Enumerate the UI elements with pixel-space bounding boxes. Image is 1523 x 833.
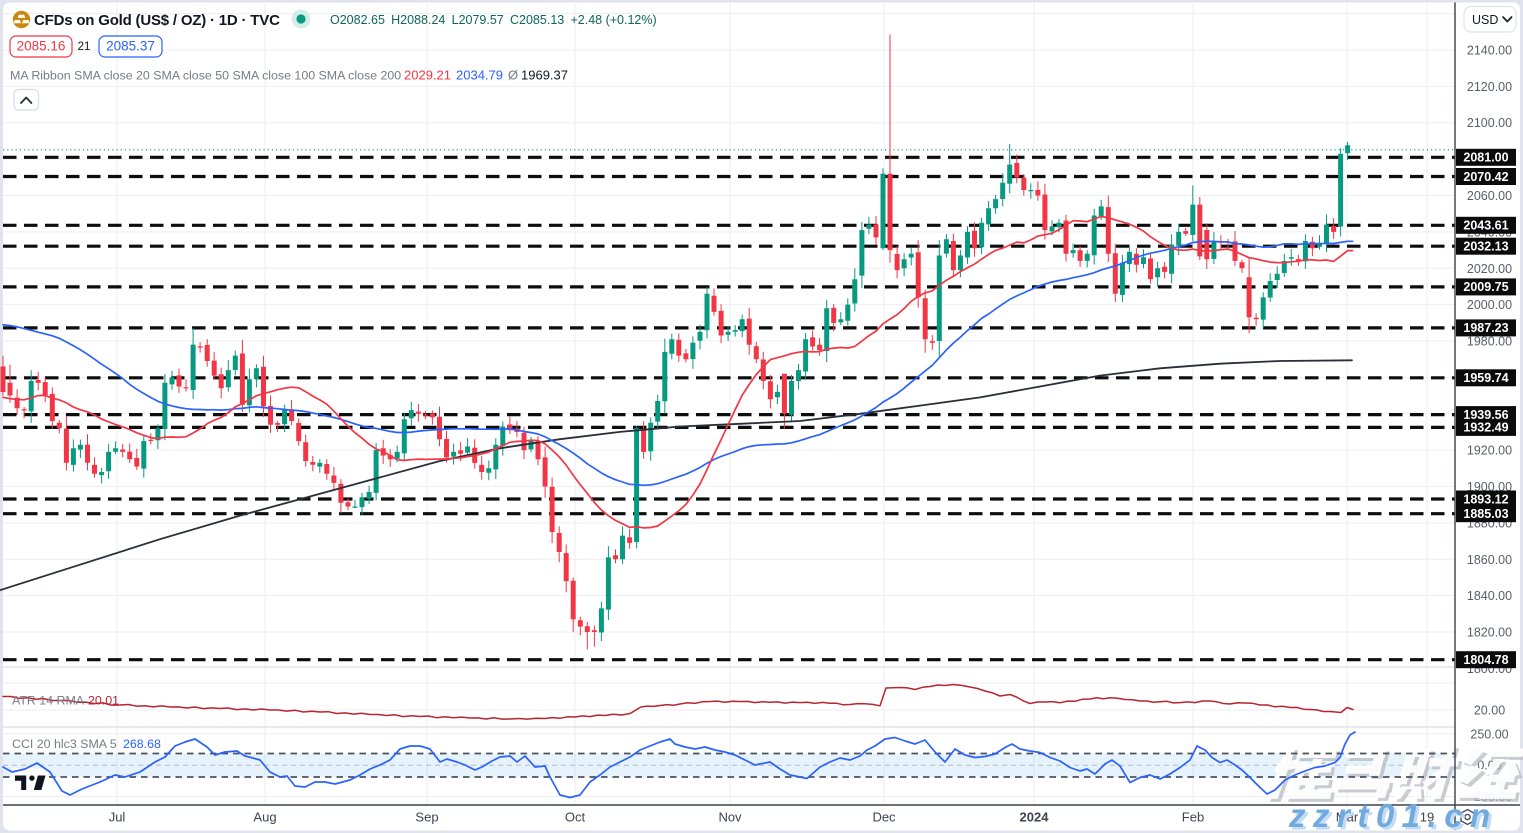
svg-text:Feb: Feb <box>1182 810 1204 825</box>
svg-text:1987.23: 1987.23 <box>1463 321 1508 335</box>
svg-text:MA Ribbon SMA close 20 SMA clo: MA Ribbon SMA close 20 SMA close 50 SMA … <box>10 69 401 83</box>
svg-text:2034.79: 2034.79 <box>456 68 503 83</box>
svg-text:USD: USD <box>1472 13 1498 27</box>
svg-text:O2082.65 H2088.24 L2079.57 C20: O2082.65 H2088.24 L2079.57 C2085.13 +2.4… <box>330 13 657 27</box>
svg-text:1885.03: 1885.03 <box>1463 507 1508 521</box>
svg-text:2000.00: 2000.00 <box>1467 298 1512 312</box>
svg-text:2120.00: 2120.00 <box>1467 80 1512 94</box>
svg-text:Sep: Sep <box>415 810 438 825</box>
svg-text:268.68: 268.68 <box>123 737 161 751</box>
svg-text:1980.00: 1980.00 <box>1467 335 1512 349</box>
svg-text:2085.16: 2085.16 <box>17 39 66 54</box>
svg-text:CCI 20 hlc3 SMA 5: CCI 20 hlc3 SMA 5 <box>12 737 117 751</box>
svg-text:2020.00: 2020.00 <box>1467 262 1512 276</box>
svg-text:2140.00: 2140.00 <box>1467 44 1512 58</box>
svg-text:2081.00: 2081.00 <box>1463 151 1508 165</box>
svg-text:2032.13: 2032.13 <box>1463 240 1508 254</box>
svg-text:21: 21 <box>78 41 91 53</box>
svg-text:19: 19 <box>1420 810 1434 825</box>
svg-text:2070.42: 2070.42 <box>1463 170 1508 184</box>
svg-text:Jul: Jul <box>109 810 126 825</box>
svg-text:1820.00: 1820.00 <box>1467 626 1512 640</box>
svg-text:2009.75: 2009.75 <box>1463 280 1508 294</box>
svg-text:Mar: Mar <box>1336 810 1359 825</box>
svg-text:2043.61: 2043.61 <box>1463 219 1508 233</box>
svg-text:2029.21: 2029.21 <box>404 68 451 83</box>
svg-text:1804.78: 1804.78 <box>1463 653 1508 667</box>
svg-text:1939.56: 1939.56 <box>1463 408 1508 422</box>
svg-text:Oct: Oct <box>565 810 586 825</box>
svg-text:zzrt01.cn: zzrt01.cn <box>1291 800 1501 833</box>
svg-text:1959.74: 1959.74 <box>1463 371 1508 385</box>
svg-text:20.01: 20.01 <box>88 694 119 708</box>
svg-text:2060.00: 2060.00 <box>1467 189 1512 203</box>
svg-text:Nov: Nov <box>718 810 742 825</box>
svg-text:1920.00: 1920.00 <box>1467 444 1512 458</box>
svg-text:1969.37: 1969.37 <box>521 68 568 83</box>
svg-text:2024: 2024 <box>1020 810 1050 825</box>
svg-text:ATR 14 RMA: ATR 14 RMA <box>12 694 85 708</box>
svg-text:1860.00: 1860.00 <box>1467 553 1512 567</box>
svg-text:1932.49: 1932.49 <box>1463 421 1508 435</box>
svg-text:zzrt01.cn: zzrt01.cn <box>1288 797 1498 833</box>
svg-text:Aug: Aug <box>253 810 276 825</box>
svg-text:CFDs on Gold (US$ / OZ) · 1D ·: CFDs on Gold (US$ / OZ) · 1D · TVC <box>34 12 280 29</box>
svg-text:Ø: Ø <box>508 68 518 83</box>
svg-text:1893.12: 1893.12 <box>1463 492 1508 506</box>
svg-text:2100.00: 2100.00 <box>1467 116 1512 130</box>
svg-text:Dec: Dec <box>872 810 896 825</box>
svg-text:20.00: 20.00 <box>1474 704 1505 718</box>
svg-text:1840.00: 1840.00 <box>1467 589 1512 603</box>
svg-text:2085.37: 2085.37 <box>106 39 155 54</box>
svg-text:250.00: 250.00 <box>1470 727 1508 741</box>
